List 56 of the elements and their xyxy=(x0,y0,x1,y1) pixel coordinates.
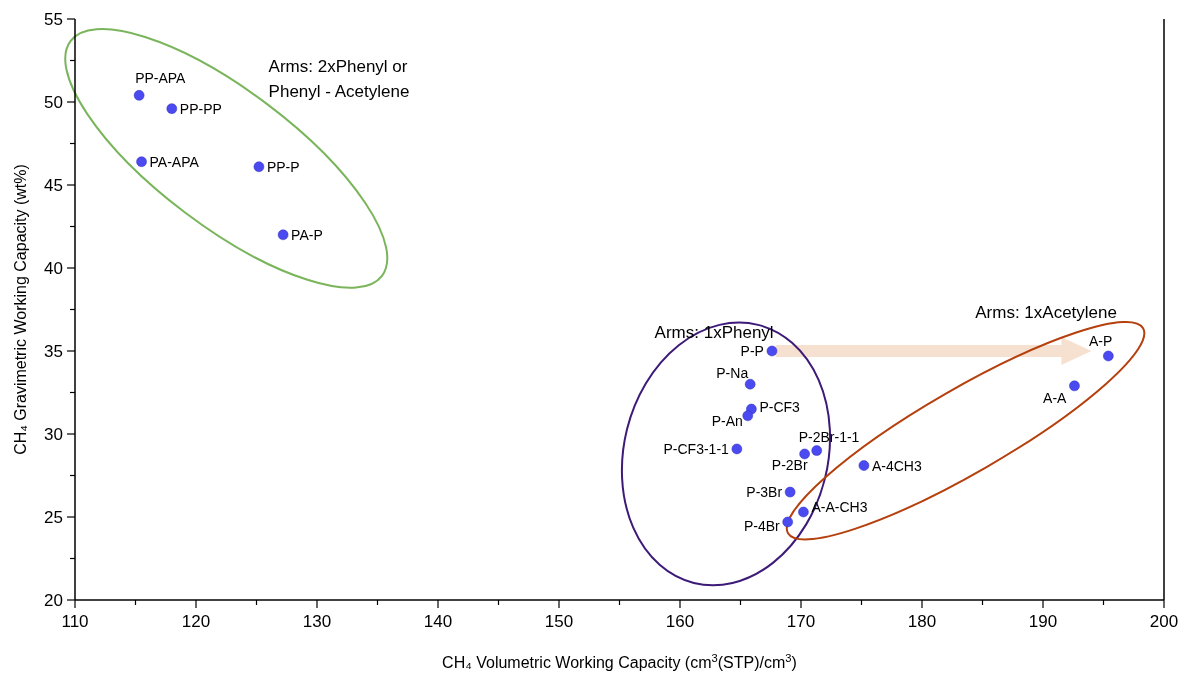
y-tick-label: 25 xyxy=(44,508,63,527)
point xyxy=(799,448,810,460)
annotation: P-4Br xyxy=(743,517,781,534)
y-tick-label: 20 xyxy=(44,591,63,610)
point xyxy=(277,229,289,241)
point xyxy=(1069,380,1080,392)
point xyxy=(133,90,145,101)
point xyxy=(744,378,756,390)
annotation: A-4CH3 xyxy=(871,457,922,474)
annotation: A-P xyxy=(1089,332,1113,349)
x-tick-label: 110 xyxy=(61,612,89,631)
annotation: A-A xyxy=(1043,389,1068,406)
y-tick-label: 40 xyxy=(44,259,63,278)
y-tick-label: 50 xyxy=(44,93,63,112)
annotation: P-An xyxy=(711,412,743,429)
x-tick-label: 200 xyxy=(1149,612,1179,631)
annotation: P-CF3-1-1 xyxy=(663,440,730,457)
annotation: P-Na xyxy=(716,365,749,382)
point xyxy=(858,460,870,471)
y-tick-label: 30 xyxy=(44,425,63,444)
annotation: PP-PP xyxy=(179,100,222,117)
point xyxy=(136,156,147,168)
annotation: PA-P xyxy=(291,226,323,243)
annotation: P-2Br xyxy=(771,456,808,473)
annotation: P-P xyxy=(740,343,764,359)
point xyxy=(811,445,822,456)
annotation: Arms: 2xPhenyl or Phenyl - Acetylene xyxy=(268,57,410,102)
point xyxy=(166,103,178,114)
x-tick-label: 140 xyxy=(423,612,453,631)
x-tick-label: 130 xyxy=(302,612,332,631)
annotation: PP-P xyxy=(266,158,300,175)
x-tick-label: 160 xyxy=(665,612,695,631)
x-tick-label: 180 xyxy=(907,612,937,631)
y-axis-title: CH₄ Gravimetric Working Capacity (wt%) xyxy=(12,164,29,455)
point xyxy=(782,516,793,528)
point xyxy=(798,506,809,518)
annotation: Arms: 1xPhenyl xyxy=(654,322,774,342)
x-tick-label: 150 xyxy=(544,612,574,631)
point xyxy=(1103,350,1114,362)
point xyxy=(253,161,265,172)
x-tick-label: 190 xyxy=(1028,612,1058,631)
y-tick-label: 35 xyxy=(44,342,63,361)
point xyxy=(784,486,796,498)
point xyxy=(742,410,754,421)
annotation: PA-APA xyxy=(149,153,200,170)
x-tick-label: 170 xyxy=(786,612,816,631)
y-tick-label: 55 xyxy=(44,10,63,29)
x-tick-label: 120 xyxy=(181,612,211,631)
annotation: Arms: 1xAcetylene xyxy=(975,302,1117,322)
annotation: PP-APA xyxy=(135,70,187,87)
annotation: P-3Br xyxy=(746,484,783,501)
point xyxy=(766,345,778,357)
point xyxy=(731,443,743,455)
y-tick-label: 45 xyxy=(44,176,63,195)
annotation: P-CF3 xyxy=(759,399,801,416)
x-axis-title: CH₄ Volumetric Working Capacity (cm$^{3}$(STP)/cm$^{3}$) xyxy=(442,652,797,671)
